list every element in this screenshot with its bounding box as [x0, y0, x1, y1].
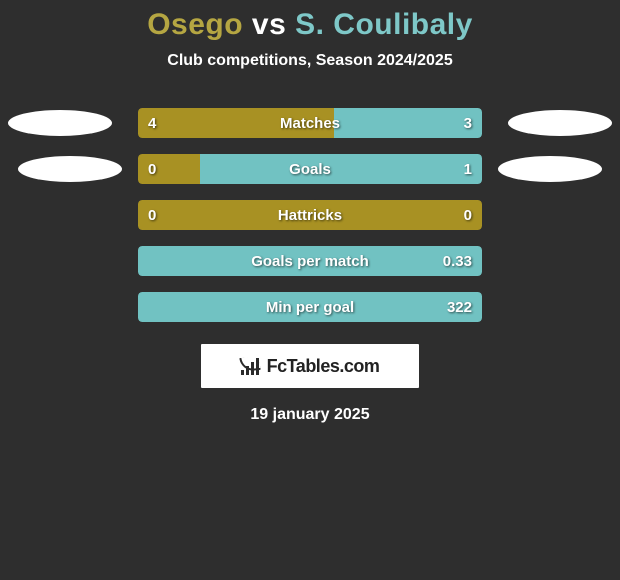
stat-bar: Goals per match0.33 — [138, 246, 482, 276]
stat-bar: Min per goal322 — [138, 292, 482, 322]
bar-right-segment — [334, 108, 482, 138]
player-right-name: S. Coulibaly — [295, 8, 473, 41]
title: Osego vs S. Coulibaly — [0, 8, 620, 42]
bar-left-segment — [138, 200, 482, 230]
stat-row: Matches43 — [0, 108, 620, 138]
player-right-marker — [498, 156, 602, 182]
bar-right-segment — [200, 154, 482, 184]
subtitle: Club competitions, Season 2024/2025 — [0, 52, 620, 70]
branding-text: FcTables.com — [267, 356, 380, 377]
player-left-marker — [8, 110, 112, 136]
vs-label: vs — [252, 8, 286, 41]
branding-box: FcTables.com — [201, 344, 419, 388]
stat-row: Min per goal322 — [0, 292, 620, 322]
stat-bar: Hattricks00 — [138, 200, 482, 230]
bar-right-segment — [138, 292, 482, 322]
bar-left-segment — [138, 154, 200, 184]
bar-left-segment — [138, 108, 334, 138]
stat-row: Goals per match0.33 — [0, 246, 620, 276]
player-right-marker — [508, 110, 612, 136]
chart-icon — [241, 357, 261, 375]
stat-rows: Matches43 Goals01 Hattricks00 Goals per mat… — [0, 108, 620, 322]
player-left-marker — [18, 156, 122, 182]
date-label: 19 january 2025 — [0, 406, 620, 424]
comparison-card: Osego vs S. Coulibaly Club competitions,… — [0, 0, 620, 424]
stat-bar: Matches43 — [138, 108, 482, 138]
stat-row: Goals01 — [0, 154, 620, 184]
stat-row: Hattricks00 — [0, 200, 620, 230]
stat-bar: Goals01 — [138, 154, 482, 184]
bar-right-segment — [138, 246, 482, 276]
player-left-name: Osego — [147, 8, 243, 41]
